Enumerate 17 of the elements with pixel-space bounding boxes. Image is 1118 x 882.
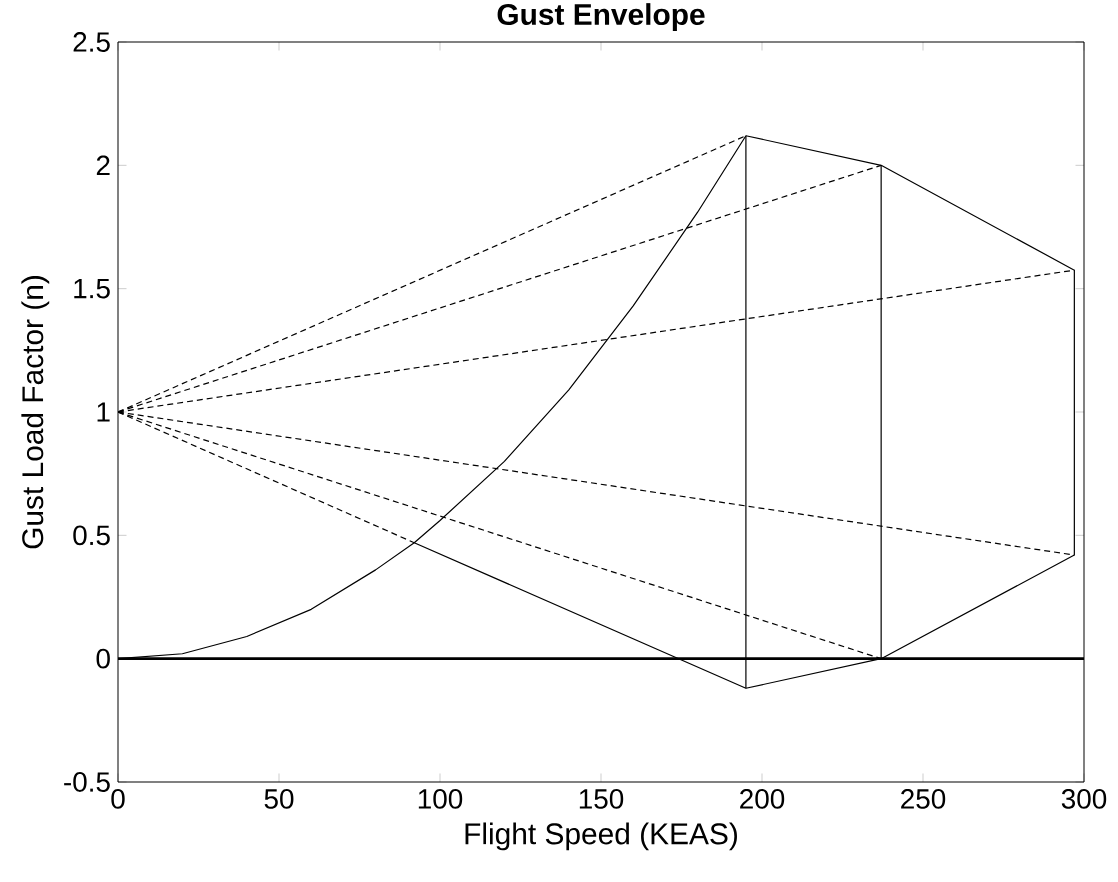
y-tick-label: 0 [96, 648, 110, 669]
x-tick-label: 100 [418, 789, 463, 809]
y-tick-label: 1 [97, 402, 110, 422]
y-tick-label: 2.5 [73, 32, 110, 52]
x-tick-label: 300 [1061, 789, 1107, 809]
y-tick-label: -0.5 [64, 772, 110, 792]
y-tick-label: 1.5 [74, 278, 110, 299]
y-tick-label: 2 [96, 155, 110, 176]
x-axis-title: Flight Speed (KEAS) [465, 822, 737, 851]
y-axis-title: Gust Load Factor (n) [21, 276, 50, 549]
y-tick-label: 0.5 [73, 525, 110, 546]
x-tick-label: 0 [111, 789, 125, 809]
x-tick-label: 200 [740, 789, 785, 809]
x-tick-label: 150 [579, 789, 624, 809]
x-tick-label: 250 [901, 789, 946, 809]
chart-title: Gust Envelope [497, 3, 705, 31]
x-tick-label: 50 [264, 789, 294, 809]
